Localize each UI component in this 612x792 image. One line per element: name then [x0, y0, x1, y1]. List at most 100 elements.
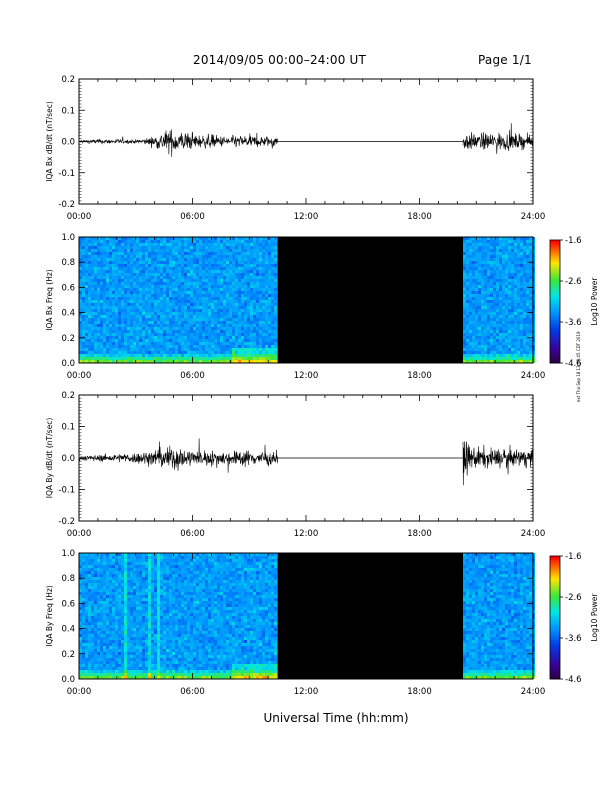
spectrogram-cell: [124, 595, 127, 598]
spectrogram-cell: [223, 303, 226, 306]
spectrogram-cell: [487, 342, 491, 345]
spectrogram-cell: [178, 291, 181, 294]
spectrogram-cell: [475, 348, 479, 351]
spectrogram-cell: [181, 291, 184, 294]
spectrogram-cell: [79, 613, 82, 616]
spectrogram-cell: [148, 291, 151, 294]
spectrogram-cell: [163, 249, 166, 252]
spectrogram-cell: [82, 360, 85, 363]
spectrogram-cell: [94, 255, 97, 258]
spectrogram-cell: [475, 351, 479, 354]
spectrogram-cell: [193, 333, 196, 336]
spectrogram-cell: [523, 297, 527, 300]
spectrogram-cell: [103, 571, 106, 574]
spectrogram-cell: [517, 285, 521, 288]
spectrogram-cell: [112, 664, 115, 667]
spectrogram-cell: [478, 345, 482, 348]
spectrogram-cell: [112, 258, 115, 261]
spectrogram-cell: [118, 670, 121, 673]
spectrogram-cell: [118, 357, 121, 360]
spectrogram-cell: [220, 252, 223, 255]
spectrogram-cell: [103, 649, 106, 652]
spectrogram-cell: [229, 252, 232, 255]
colorbar-cell: [550, 244, 560, 247]
spectrogram-cell: [148, 342, 151, 345]
spectrogram-cell: [256, 291, 259, 294]
spectrogram-cell: [163, 255, 166, 258]
y-tick-label: 0.1: [61, 423, 75, 433]
spectrogram-cell: [511, 360, 515, 363]
spectrogram-cell: [118, 622, 121, 625]
spectrogram-cell: [103, 354, 106, 357]
spectrogram-cell: [229, 261, 232, 264]
y-axis-label: IQA By dB/dt (nT/sec): [45, 418, 54, 499]
spectrogram-cell: [91, 625, 94, 628]
spectrogram-cell: [94, 565, 97, 568]
spectrogram-cell: [211, 351, 214, 354]
spectrogram-cell: [262, 294, 265, 297]
spectrogram-cell: [256, 336, 259, 339]
spectrogram-cell: [262, 273, 265, 276]
spectrogram-cell: [172, 285, 175, 288]
spectrogram-cell: [241, 312, 244, 315]
spectrogram-cell: [508, 315, 512, 318]
spectrogram-cell: [109, 342, 112, 345]
spectrogram-cell: [511, 321, 515, 324]
spectrogram-cell: [226, 261, 229, 264]
spectrogram-cell: [91, 556, 94, 559]
spectrogram-cell: [88, 270, 91, 273]
spectrogram-cell: [109, 315, 112, 318]
spectrogram-cell: [118, 270, 121, 273]
spectrogram-cell: [208, 243, 211, 246]
spectrogram-cell: [94, 604, 97, 607]
spectrogram-cell: [244, 315, 247, 318]
spectrogram-cell: [262, 354, 265, 357]
spectrogram-cell: [103, 595, 106, 598]
spectrogram-cell: [502, 309, 506, 312]
spectrogram-cell: [160, 237, 163, 240]
spectrogram-cell: [199, 261, 202, 264]
spectrogram-cell: [190, 240, 193, 243]
spectrogram-cell: [187, 324, 190, 327]
spectrogram-cell: [262, 357, 265, 360]
spectrogram-cell: [238, 357, 241, 360]
spectrogram-cell: [196, 345, 199, 348]
spectrogram-cell: [481, 249, 485, 252]
spectrogram-cell: [109, 333, 112, 336]
spectrogram-cell: [238, 339, 241, 342]
spectrogram-cell: [526, 279, 530, 282]
spectrogram-cell: [94, 237, 97, 240]
spectrogram-cell: [493, 309, 497, 312]
spectrogram-cell: [163, 291, 166, 294]
spectrogram-cell: [184, 285, 187, 288]
spectrogram-cell: [520, 252, 524, 255]
spectrogram-cell: [157, 360, 160, 363]
spectrogram-cell: [217, 312, 220, 315]
spectrogram-cell: [217, 282, 220, 285]
spectrogram-cell: [490, 306, 494, 309]
spectrogram-cell: [94, 610, 97, 613]
spectrogram-cell: [229, 273, 232, 276]
spectrogram-cell: [109, 655, 112, 658]
spectrogram-cell: [274, 291, 277, 294]
spectrogram-cell: [226, 258, 229, 261]
spectrogram-cell: [235, 339, 238, 342]
spectrogram-cell: [214, 288, 217, 291]
spectrogram-cell: [217, 339, 220, 342]
spectrogram-cell: [268, 264, 271, 267]
spectrogram-cell: [127, 300, 130, 303]
spectrogram-cell: [124, 592, 127, 595]
spectrogram-cell: [97, 273, 100, 276]
spectrogram-cell: [193, 255, 196, 258]
spectrogram-cell: [172, 282, 175, 285]
spectrogram-cell: [115, 664, 118, 667]
spectrogram-cell: [250, 291, 253, 294]
spectrogram-cell: [118, 339, 121, 342]
spectrogram-cell: [124, 556, 127, 559]
spectrogram-cell: [217, 288, 220, 291]
spectrogram-cell: [115, 285, 118, 288]
spectrogram-cell: [118, 255, 121, 258]
spectrogram-cell: [121, 676, 124, 679]
spectrogram-cell: [124, 360, 127, 363]
spectrogram-cell: [145, 333, 148, 336]
